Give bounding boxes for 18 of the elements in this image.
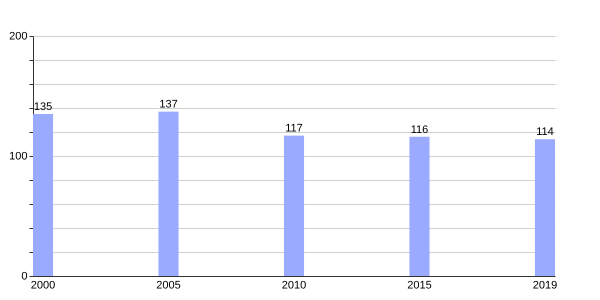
x-tick-label: 2015: [407, 280, 432, 292]
y-tick-label: 200: [9, 30, 28, 42]
x-tick-label: 2000: [30, 280, 56, 292]
data-label: 114: [536, 126, 554, 138]
data-label: 135: [34, 101, 52, 113]
data-label: 117: [285, 122, 303, 135]
bar: [33, 114, 54, 276]
y-tick-label: 100: [9, 150, 28, 162]
y-tick-label: 0: [21, 270, 28, 282]
data-label: 137: [159, 98, 178, 111]
data-label: 116: [410, 124, 428, 136]
bar: [534, 139, 555, 276]
x-tick-label: 2019: [532, 280, 558, 292]
bar: [284, 136, 304, 276]
bar: [409, 136, 430, 276]
x-tick-label: 2005: [156, 280, 181, 292]
bar: [158, 112, 179, 276]
x-tick-label: 2010: [282, 280, 306, 292]
